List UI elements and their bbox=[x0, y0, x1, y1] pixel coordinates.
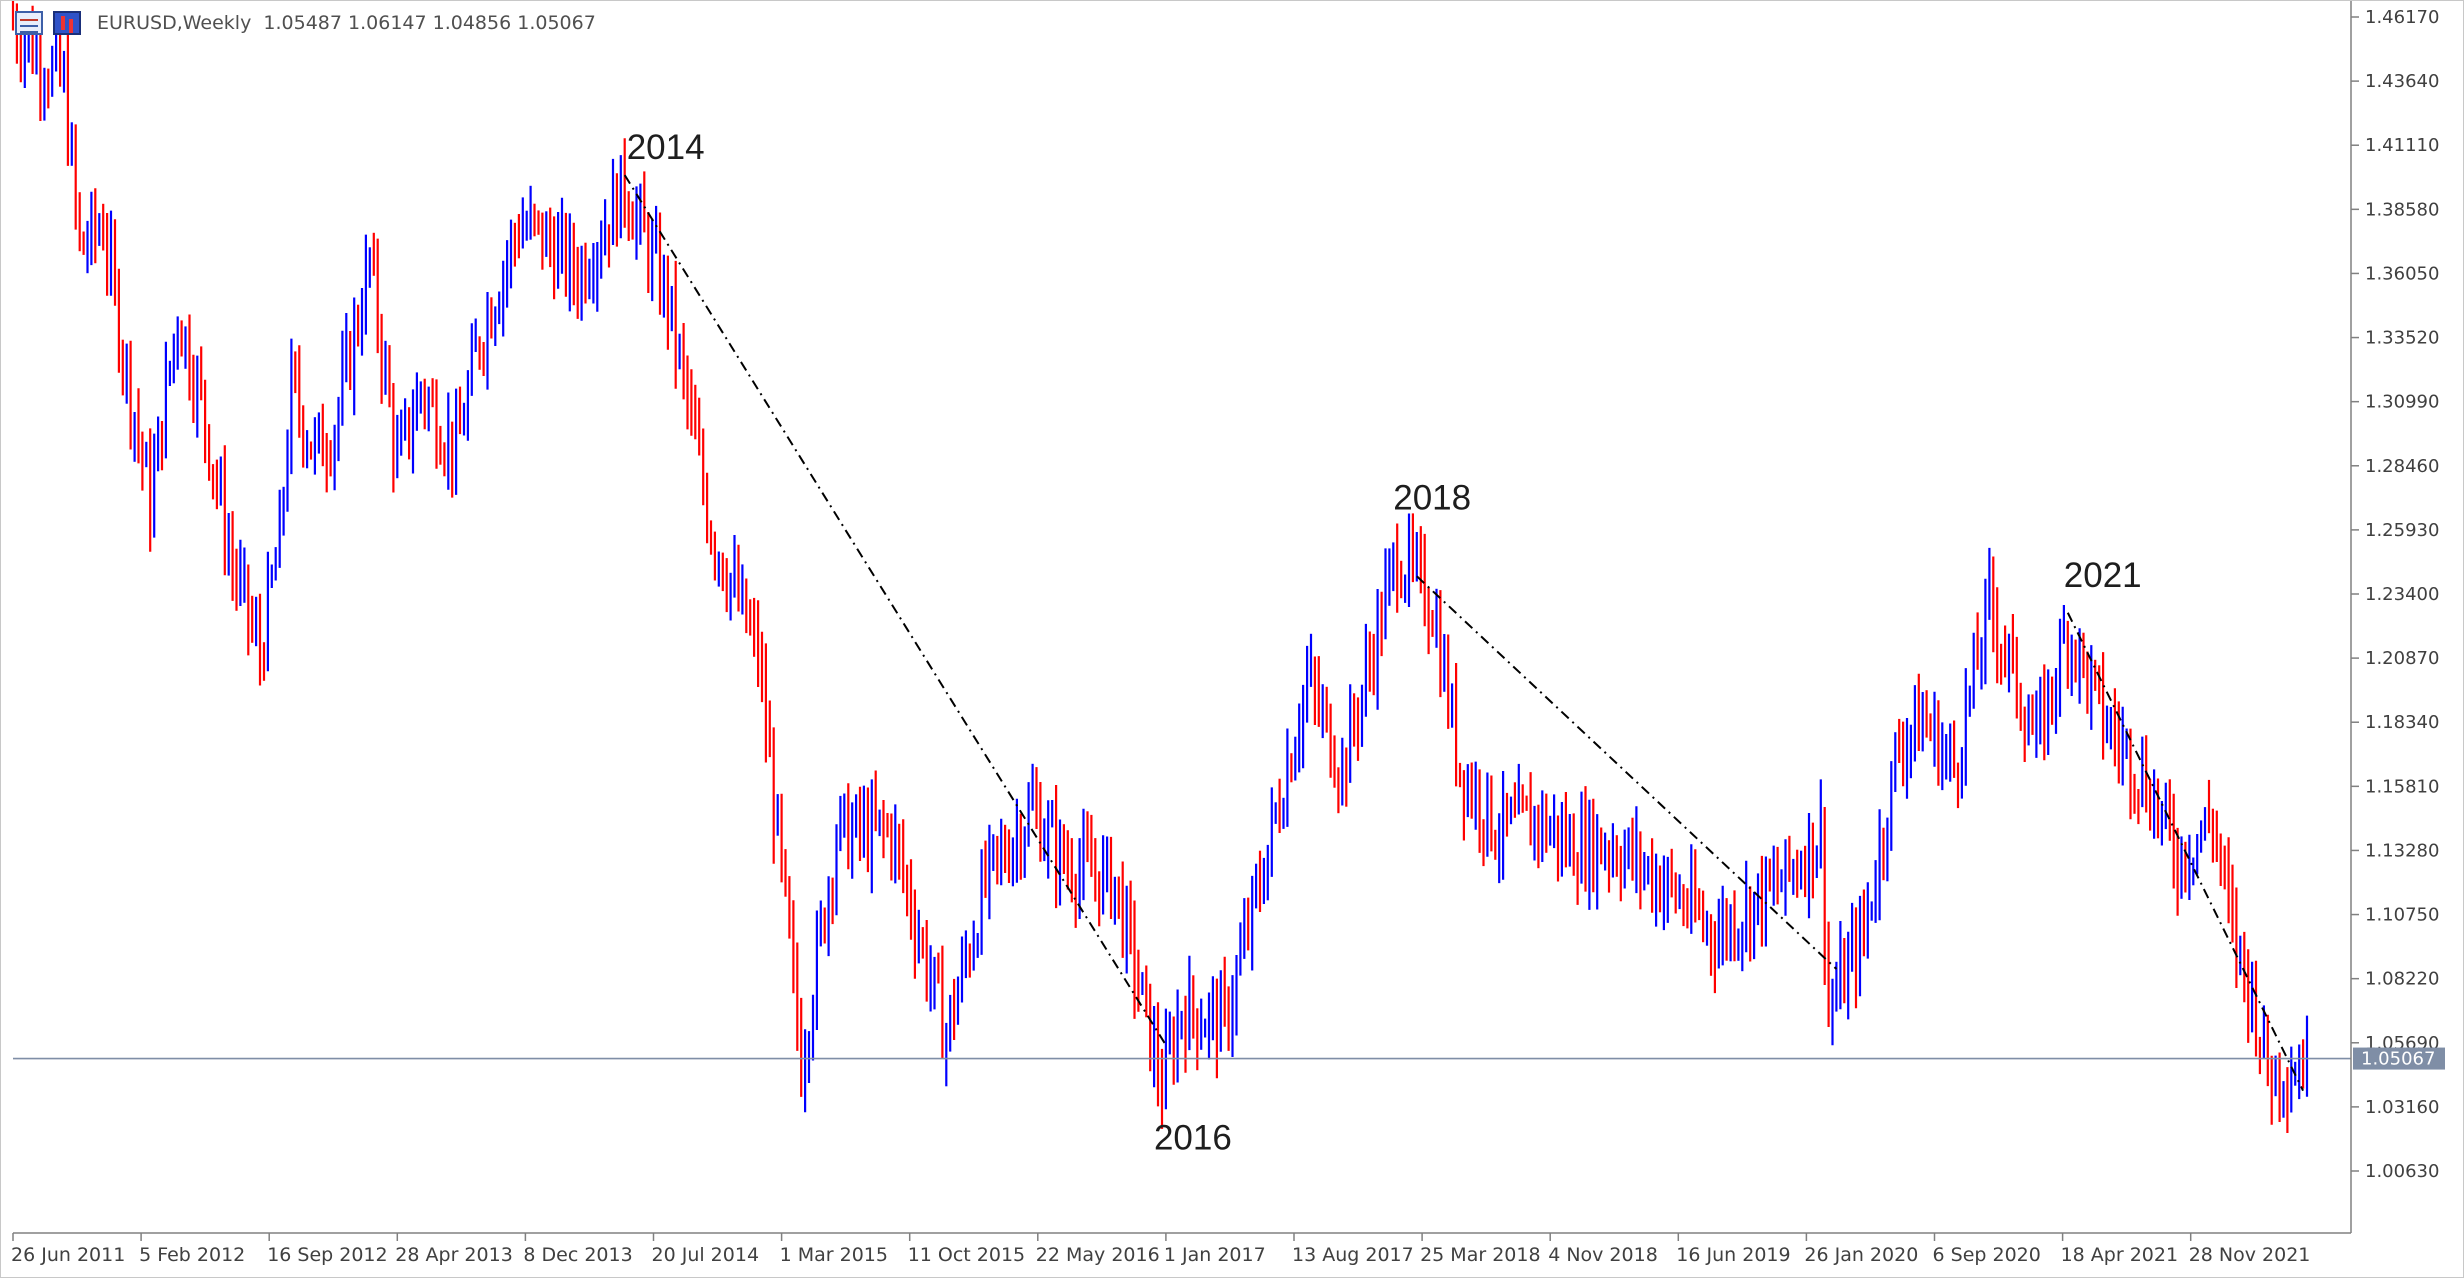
current-price-label: 1.05067 bbox=[2353, 1047, 2445, 1070]
price-tick-label: 1.15810 bbox=[2365, 776, 2439, 797]
time-tick-label: 1 Mar 2015 bbox=[780, 1244, 888, 1266]
price-tick-label: 1.41110 bbox=[2365, 135, 2439, 156]
time-tick-label: 6 Sep 2020 bbox=[1933, 1244, 2041, 1266]
price-axis[interactable]: 1.46170 1.43640 1.41110 1.38580 1.36050 1.335… bbox=[2351, 7, 2439, 1182]
trendline[interactable] bbox=[1416, 575, 1838, 970]
time-tick-label: 16 Sep 2012 bbox=[267, 1244, 387, 1266]
price-tick-label: 1.08220 bbox=[2365, 969, 2439, 990]
price-tick-label: 1.46170 bbox=[2365, 7, 2439, 28]
year-annotation: 2021 bbox=[2064, 556, 2142, 595]
chart-title-bar: EURUSD,Weekly 1.05487 1.06147 1.04856 1.… bbox=[15, 9, 596, 37]
price-tick-label: 1.33520 bbox=[2365, 328, 2439, 349]
plot-area[interactable] bbox=[13, 1, 2351, 1233]
price-tick-label: 1.28460 bbox=[2365, 456, 2439, 477]
time-tick-label: 1 Jan 2017 bbox=[1164, 1244, 1266, 1266]
time-tick-label: 18 Apr 2021 bbox=[2061, 1244, 2178, 1266]
price-tick-label: 1.38580 bbox=[2365, 199, 2439, 220]
price-tick-label: 1.43640 bbox=[2365, 71, 2439, 92]
price-tick-label: 1.18340 bbox=[2365, 712, 2439, 733]
price-tick-label: 1.13280 bbox=[2365, 840, 2439, 861]
price-tick-label: 1.20870 bbox=[2365, 648, 2439, 669]
trendline[interactable] bbox=[623, 174, 1167, 1046]
time-tick-label: 26 Jun 2011 bbox=[11, 1244, 125, 1266]
price-tick-label: 1.23400 bbox=[2365, 584, 2439, 605]
time-tick-label: 11 Oct 2015 bbox=[908, 1244, 1025, 1266]
time-tick-label: 28 Nov 2021 bbox=[2189, 1244, 2311, 1266]
current-price-label-bg bbox=[2353, 1047, 2445, 1070]
time-tick-label: 25 Mar 2018 bbox=[1420, 1244, 1540, 1266]
symbol-info: EURUSD,Weekly 1.05487 1.06147 1.04856 1.… bbox=[97, 12, 596, 34]
time-tick-label: 13 Aug 2017 bbox=[1292, 1244, 1414, 1266]
time-tick-label: 26 Jan 2020 bbox=[1804, 1244, 1918, 1266]
year-annotations: 2014 2016 2018 2021 bbox=[627, 128, 2142, 1157]
price-tick-label: 1.30990 bbox=[2365, 392, 2439, 413]
time-tick-label: 4 Nov 2018 bbox=[1548, 1244, 1658, 1266]
time-axis[interactable]: 26 Jun 2011 5 Feb 2012 16 Sep 2012 28 Apr 2… bbox=[11, 1233, 2310, 1266]
time-tick-label: 22 May 2016 bbox=[1036, 1244, 1160, 1266]
price-tick-label: 1.00630 bbox=[2365, 1161, 2439, 1182]
trendlines bbox=[623, 174, 2304, 1092]
current-price-label-text: 1.05067 bbox=[2361, 1049, 2435, 1070]
chart-properties-icon[interactable] bbox=[15, 11, 43, 35]
year-annotation: 2016 bbox=[1154, 1118, 1232, 1157]
price-tick-label: 1.03160 bbox=[2365, 1097, 2439, 1118]
price-bars bbox=[11, 1, 2309, 1133]
year-annotation: 2014 bbox=[627, 128, 705, 167]
trendline[interactable] bbox=[2066, 612, 2304, 1092]
year-annotation: 2018 bbox=[1393, 478, 1471, 517]
time-tick-label: 5 Feb 2012 bbox=[139, 1244, 245, 1266]
time-tick-label: 8 Dec 2013 bbox=[523, 1244, 632, 1266]
time-tick-label: 16 Jun 2019 bbox=[1676, 1244, 1790, 1266]
time-tick-label: 20 Jul 2014 bbox=[652, 1244, 760, 1266]
price-tick-label: 1.36050 bbox=[2365, 263, 2439, 284]
time-tick-label: 28 Apr 2013 bbox=[395, 1244, 512, 1266]
price-tick-label: 1.25930 bbox=[2365, 520, 2439, 541]
bar-chart-icon[interactable] bbox=[53, 11, 81, 35]
price-tick-label: 1.10750 bbox=[2365, 905, 2439, 926]
